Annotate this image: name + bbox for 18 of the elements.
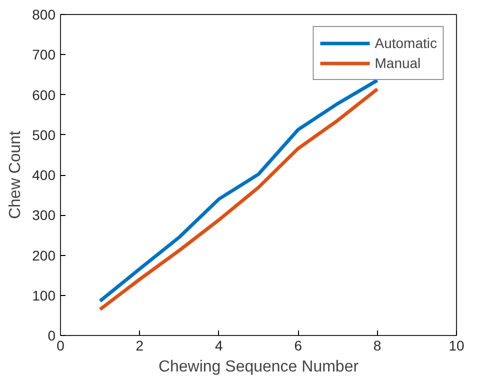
x-tick-label: 10	[448, 338, 464, 354]
y-axis-title: Chew Count	[7, 130, 24, 220]
x-tick-label: 4	[215, 338, 224, 354]
y-tick-label: 700	[32, 46, 56, 63]
y-tick-label: 100	[32, 287, 56, 304]
y-tick-label: 200	[32, 247, 56, 264]
y-tick-label: 800	[32, 6, 56, 22]
y-tick-label: 0	[48, 328, 56, 344]
x-tick-label: 2	[136, 338, 144, 354]
x-axis-title: Chewing Sequence Number	[158, 358, 360, 376]
y-tick-label: 400	[32, 167, 56, 183]
x-tick-label: 6	[294, 338, 302, 354]
y-tick-label: 500	[32, 126, 56, 143]
y-tick-label: 300	[32, 207, 56, 224]
y-tick-label: 600	[32, 86, 56, 103]
legend-label: Automatic	[374, 35, 437, 51]
legend-label: Manual	[374, 55, 421, 71]
x-tick-label: 8	[373, 338, 382, 354]
